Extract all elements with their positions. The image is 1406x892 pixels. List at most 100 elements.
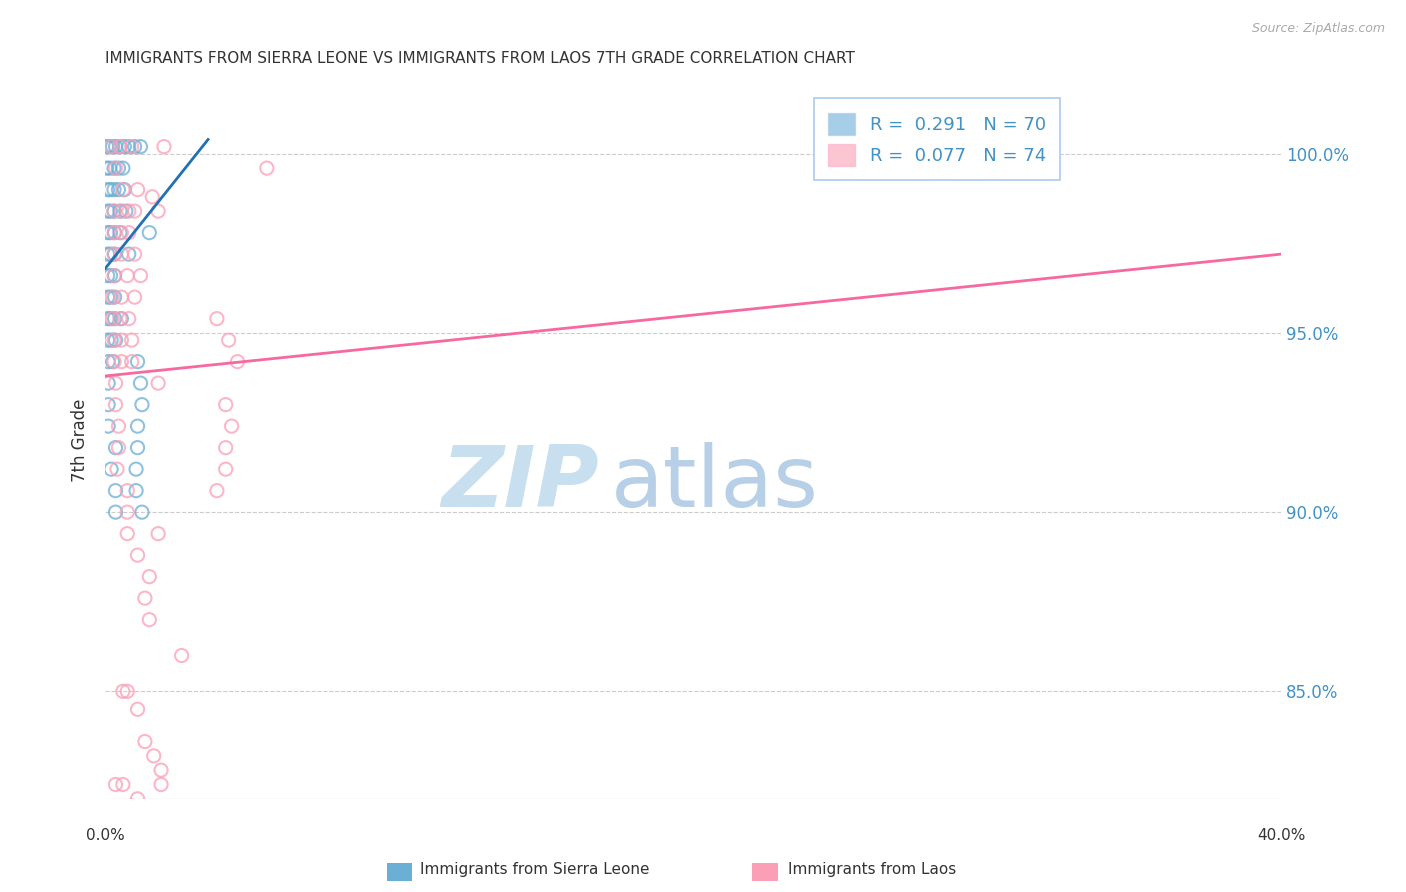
- Point: [221, 419, 243, 434]
- Point: [117, 268, 139, 283]
- Point: [104, 398, 127, 412]
- Point: [104, 268, 127, 283]
- Point: [215, 441, 238, 455]
- Point: [124, 139, 146, 153]
- Point: [105, 462, 128, 476]
- Point: [97, 183, 120, 197]
- Point: [124, 204, 146, 219]
- Point: [97, 226, 120, 240]
- Point: [118, 204, 141, 219]
- Point: [121, 799, 143, 814]
- Legend: R =  0.291   N = 70, R =  0.077   N = 74: R = 0.291 N = 70, R = 0.077 N = 74: [814, 98, 1060, 180]
- Point: [104, 226, 127, 240]
- Point: [110, 354, 132, 368]
- Point: [127, 792, 149, 806]
- Point: [103, 204, 125, 219]
- Point: [100, 268, 122, 283]
- Point: [100, 333, 122, 347]
- Point: [98, 161, 121, 175]
- Point: [117, 483, 139, 498]
- Point: [100, 226, 122, 240]
- Point: [98, 139, 121, 153]
- Point: [127, 702, 149, 716]
- Point: [205, 483, 228, 498]
- Point: [112, 183, 135, 197]
- Point: [104, 376, 127, 391]
- Point: [104, 483, 127, 498]
- Point: [103, 247, 125, 261]
- Point: [103, 268, 125, 283]
- Point: [124, 247, 146, 261]
- Point: [108, 139, 131, 153]
- Point: [97, 354, 120, 368]
- Point: [121, 139, 143, 153]
- Point: [118, 247, 141, 261]
- Point: [127, 183, 149, 197]
- Point: [114, 204, 136, 219]
- Point: [103, 204, 125, 219]
- Point: [118, 139, 141, 153]
- Point: [103, 354, 125, 368]
- Point: [150, 763, 173, 777]
- Point: [97, 204, 120, 219]
- Point: [138, 613, 160, 627]
- Point: [146, 376, 169, 391]
- Point: [205, 311, 228, 326]
- Point: [129, 376, 152, 391]
- Point: [104, 161, 127, 175]
- Point: [141, 190, 163, 204]
- Text: Immigrants from Laos: Immigrants from Laos: [787, 863, 956, 877]
- Point: [111, 684, 134, 698]
- Point: [101, 290, 124, 304]
- Text: 0.0%: 0.0%: [86, 828, 125, 843]
- Point: [103, 226, 125, 240]
- Point: [111, 777, 134, 791]
- Point: [138, 226, 160, 240]
- Point: [170, 648, 193, 663]
- Point: [104, 777, 127, 791]
- Point: [107, 419, 129, 434]
- Point: [104, 441, 127, 455]
- Point: [104, 311, 127, 326]
- Point: [104, 290, 127, 304]
- Point: [110, 311, 132, 326]
- Text: Source: ZipAtlas.com: Source: ZipAtlas.com: [1251, 22, 1385, 36]
- Point: [100, 311, 122, 326]
- Point: [150, 777, 173, 791]
- Point: [100, 462, 122, 476]
- Point: [107, 441, 129, 455]
- Point: [104, 139, 127, 153]
- Text: IMMIGRANTS FROM SIERRA LEONE VS IMMIGRANTS FROM LAOS 7TH GRADE CORRELATION CHART: IMMIGRANTS FROM SIERRA LEONE VS IMMIGRAN…: [105, 51, 855, 66]
- Point: [112, 139, 135, 153]
- Point: [103, 183, 125, 197]
- Point: [110, 333, 132, 347]
- Point: [100, 247, 122, 261]
- Point: [118, 311, 141, 326]
- Point: [146, 204, 169, 219]
- Point: [121, 333, 143, 347]
- Point: [215, 462, 238, 476]
- Point: [100, 183, 122, 197]
- Point: [108, 204, 131, 219]
- Point: [125, 462, 148, 476]
- Point: [101, 139, 124, 153]
- Point: [138, 569, 160, 583]
- Point: [117, 505, 139, 519]
- Point: [117, 684, 139, 698]
- Point: [226, 354, 249, 368]
- Point: [256, 161, 278, 175]
- Point: [97, 376, 120, 391]
- Point: [108, 226, 131, 240]
- Point: [121, 354, 143, 368]
- Text: 40.0%: 40.0%: [1257, 828, 1305, 843]
- Point: [111, 161, 134, 175]
- Point: [101, 354, 124, 368]
- Point: [107, 183, 129, 197]
- Point: [129, 139, 152, 153]
- Text: Immigrants from Sierra Leone: Immigrants from Sierra Leone: [419, 863, 650, 877]
- Point: [111, 183, 134, 197]
- Point: [142, 748, 165, 763]
- Point: [215, 398, 238, 412]
- Point: [97, 290, 120, 304]
- Point: [97, 333, 120, 347]
